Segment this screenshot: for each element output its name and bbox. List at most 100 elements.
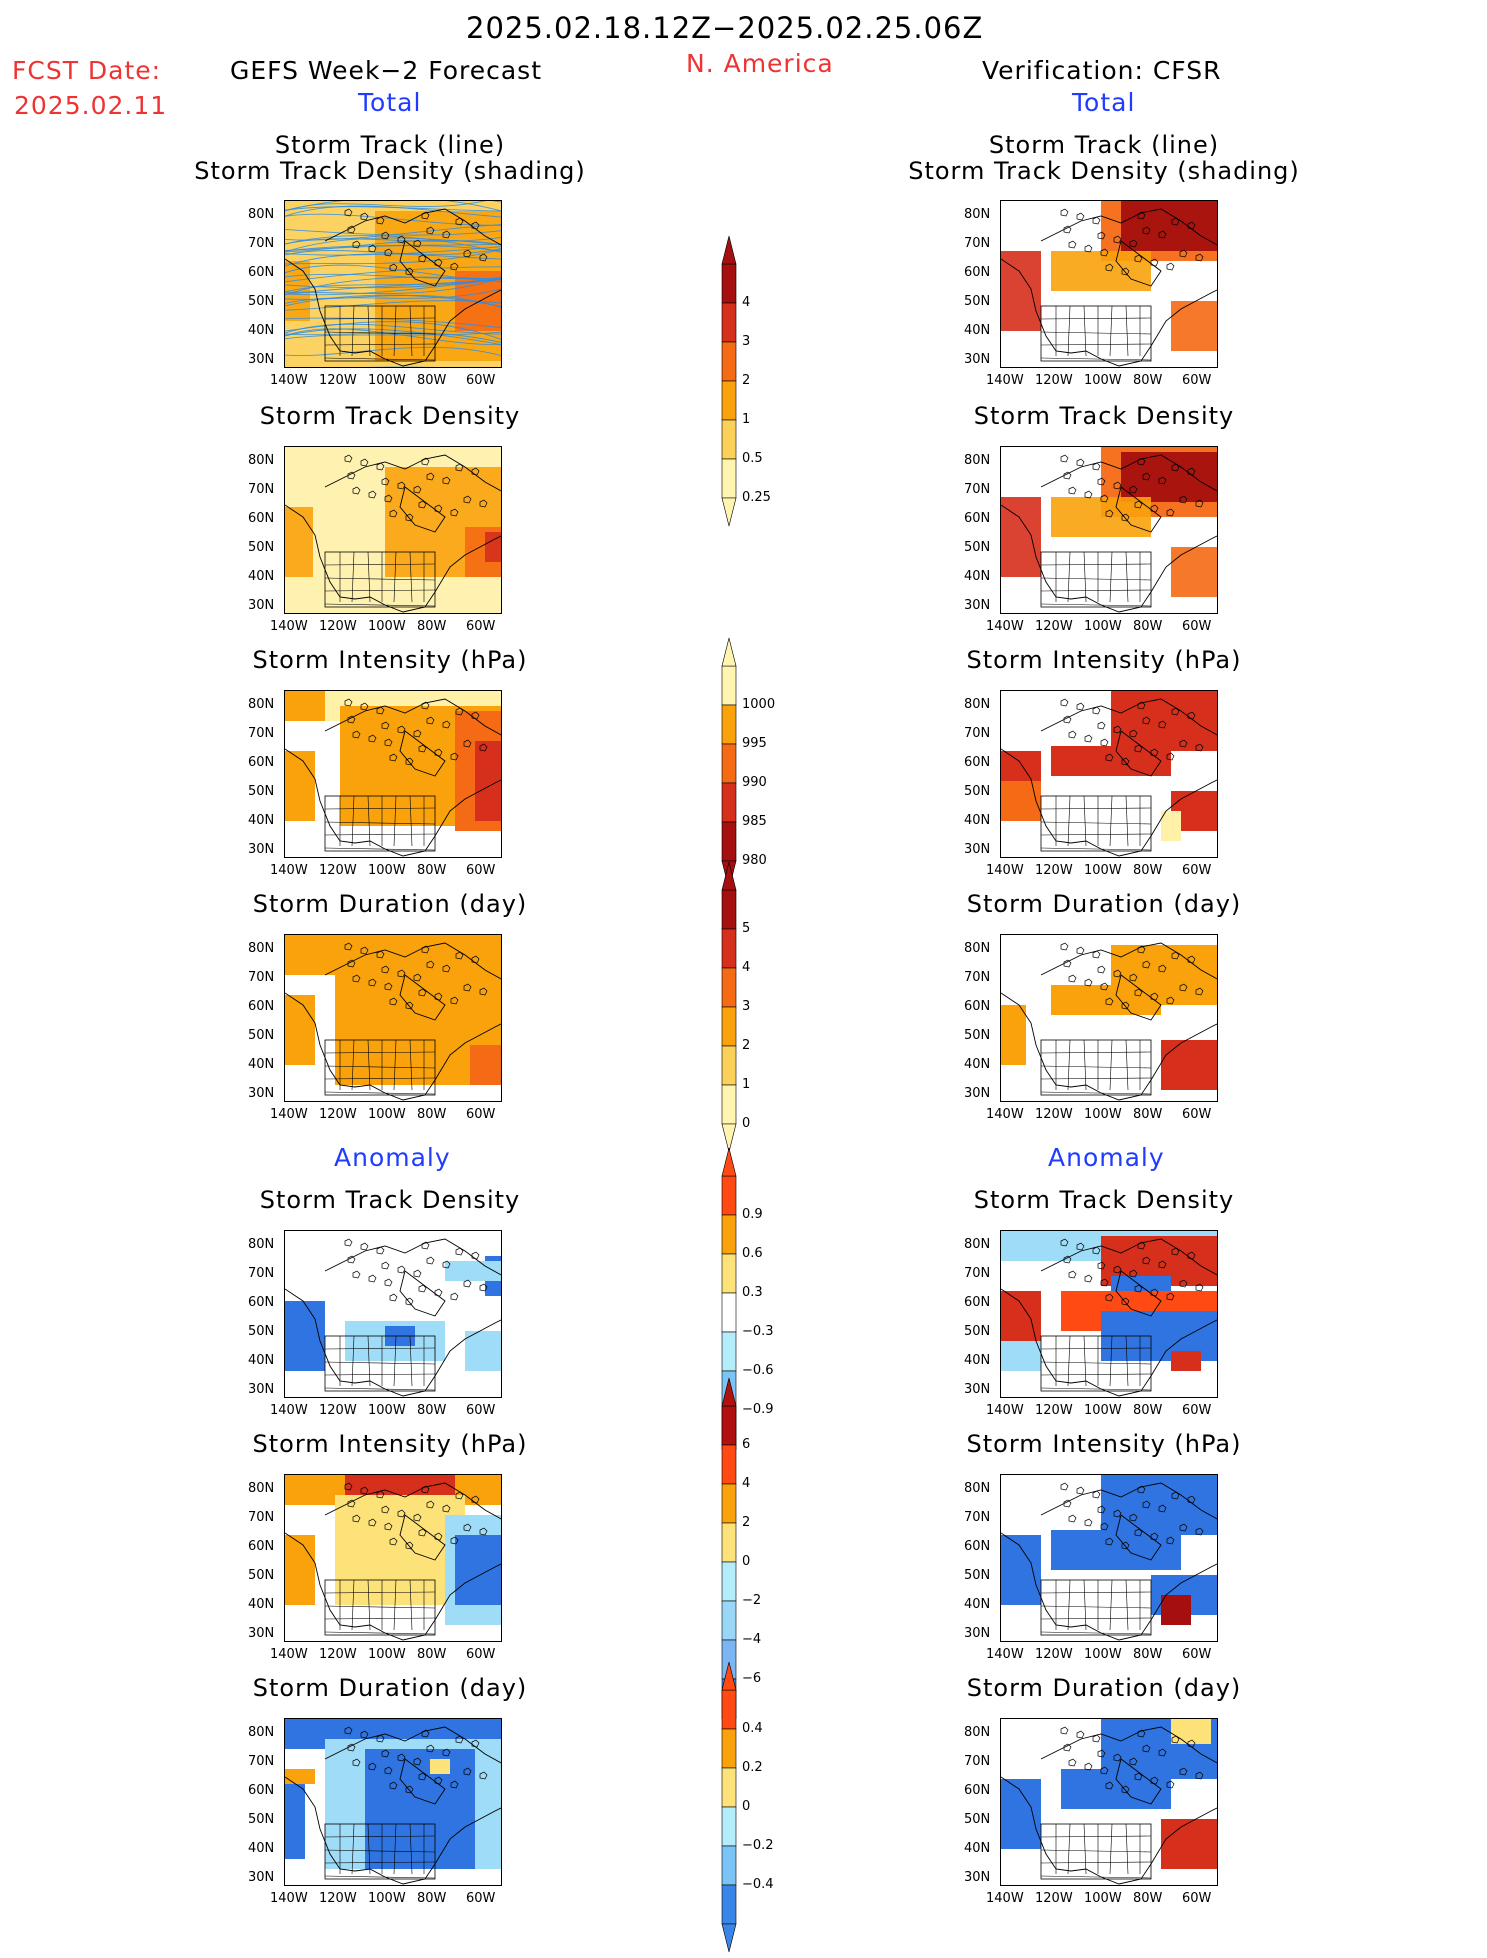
left-p3-lat-label: 80N bbox=[248, 697, 275, 712]
colorbar-segment bbox=[721, 1292, 737, 1333]
colorbar-label: −0.2 bbox=[742, 1838, 774, 1853]
colorbar-top-arrow bbox=[721, 1377, 737, 1407]
right-p2-lat-label: 40N bbox=[964, 569, 991, 584]
right-p3-lat-label: 70N bbox=[964, 726, 991, 741]
left-p4-lat-label: 30N bbox=[248, 1086, 275, 1101]
left-anomaly-label: Anomaly bbox=[334, 1143, 451, 1172]
colorbar-duration-total bbox=[718, 860, 740, 1158]
left-p1-lat-label: 50N bbox=[248, 294, 275, 309]
colorbar-segment bbox=[721, 1767, 737, 1808]
left-p2-map bbox=[284, 446, 502, 614]
colorbar-label: 2 bbox=[742, 1515, 751, 1530]
colorbar-label: 6 bbox=[742, 1437, 751, 1452]
left-p2-lon-label: 60W bbox=[466, 619, 496, 634]
right-p7-lat-label: 30N bbox=[964, 1870, 991, 1885]
right-p5-map bbox=[1000, 1230, 1218, 1398]
left-p4-map bbox=[284, 934, 502, 1102]
right-p2-lon-label: 100W bbox=[1084, 619, 1122, 634]
left-p3-lon-label: 80W bbox=[417, 863, 447, 878]
right-p3-map bbox=[1000, 690, 1218, 858]
right-p6-title: Storm Intensity (hPa) bbox=[966, 1430, 1242, 1458]
right-p2-lat-label: 80N bbox=[964, 453, 991, 468]
colorbar-label: 5 bbox=[742, 921, 751, 936]
right-p6-lat-label: 80N bbox=[964, 1481, 991, 1496]
right-p2-lon-label: 80W bbox=[1133, 619, 1163, 634]
left-p4-lon-label: 140W bbox=[270, 1107, 308, 1122]
right-p4-lat-label: 80N bbox=[964, 941, 991, 956]
left-p7-lat-label: 60N bbox=[248, 1783, 275, 1798]
left-p6-lon-label: 60W bbox=[466, 1647, 496, 1662]
colorbar-label: 4 bbox=[742, 1476, 751, 1491]
left-p6-title: Storm Intensity (hPa) bbox=[252, 1430, 528, 1458]
right-p1-lon-label: 120W bbox=[1035, 373, 1073, 388]
left-p7-lat-label: 80N bbox=[248, 1725, 275, 1740]
left-p4-lon-label: 100W bbox=[368, 1107, 406, 1122]
right-p7-lat-label: 70N bbox=[964, 1754, 991, 1769]
right-p7-lat-label: 40N bbox=[964, 1841, 991, 1856]
colorbar-top-arrow bbox=[721, 861, 737, 891]
right-p7-lat-label: 80N bbox=[964, 1725, 991, 1740]
left-p1-lat-label: 80N bbox=[248, 207, 275, 222]
right-p1-lat-label: 30N bbox=[964, 352, 991, 367]
left-p7-lat-label: 40N bbox=[248, 1841, 275, 1856]
colorbar-segment bbox=[721, 704, 737, 745]
left-p3-lat-label: 70N bbox=[248, 726, 275, 741]
colorbar-duration-anomaly bbox=[718, 1660, 740, 1958]
right-p2-title: Storm Track Density bbox=[973, 402, 1235, 430]
left-p7-lon-label: 120W bbox=[319, 1891, 357, 1906]
right-p4-lon-label: 120W bbox=[1035, 1107, 1073, 1122]
colorbar-label: 0 bbox=[742, 1554, 751, 1569]
left-p3-lon-label: 100W bbox=[368, 863, 406, 878]
left-p1-lat-label: 30N bbox=[248, 352, 275, 367]
right-p4-lat-label: 60N bbox=[964, 999, 991, 1014]
colorbar-segment bbox=[721, 1806, 737, 1847]
right-p1-lat-label: 60N bbox=[964, 265, 991, 280]
left-p3-lat-label: 50N bbox=[248, 784, 275, 799]
right-p6-lat-label: 30N bbox=[964, 1626, 991, 1641]
left-p5-lon-label: 120W bbox=[319, 1403, 357, 1418]
right-p7-map bbox=[1000, 1718, 1218, 1886]
right-p4-lat-label: 30N bbox=[964, 1086, 991, 1101]
right-p3-lon-label: 120W bbox=[1035, 863, 1073, 878]
colorbar-label: 0.4 bbox=[742, 1721, 763, 1736]
colorbar-segment bbox=[721, 1444, 737, 1485]
right-p2-lon-label: 140W bbox=[986, 619, 1024, 634]
colorbar-segment bbox=[721, 458, 737, 499]
left-p5-lon-label: 140W bbox=[270, 1403, 308, 1418]
left-p1-map bbox=[284, 200, 502, 368]
right-p2-lat-label: 50N bbox=[964, 540, 991, 555]
left-p7-lon-label: 140W bbox=[270, 1891, 308, 1906]
colorbar-segment bbox=[721, 1084, 737, 1125]
right-p7-lat-label: 60N bbox=[964, 1783, 991, 1798]
date-range-title: 2025.02.18.12Z−2025.02.25.06Z bbox=[466, 11, 984, 45]
colorbar-top-arrow bbox=[721, 235, 737, 265]
left-p6-lat-label: 30N bbox=[248, 1626, 275, 1641]
left-p1-lon-label: 80W bbox=[417, 373, 447, 388]
colorbar-label: −0.4 bbox=[742, 1877, 774, 1892]
right-p7-title: Storm Duration (day) bbox=[966, 1674, 1242, 1702]
colorbar-segment bbox=[721, 1884, 737, 1925]
left-p2-lon-label: 100W bbox=[368, 619, 406, 634]
right-p3-title: Storm Intensity (hPa) bbox=[966, 646, 1242, 674]
left-p7-lat-label: 30N bbox=[248, 1870, 275, 1885]
left-p1-title-b: Storm Track Density (shading) bbox=[194, 157, 586, 185]
colorbar-label: 0.5 bbox=[742, 451, 763, 466]
colorbar-label: 0 bbox=[742, 1799, 751, 1814]
colorbar-segment bbox=[721, 928, 737, 969]
right-p4-title: Storm Duration (day) bbox=[966, 890, 1242, 918]
colorbar-segment bbox=[721, 1045, 737, 1086]
colorbar-label: 2 bbox=[742, 373, 751, 388]
right-p5-lon-label: 120W bbox=[1035, 1403, 1073, 1418]
right-p5-lat-label: 60N bbox=[964, 1295, 991, 1310]
left-total-label: Total bbox=[358, 88, 422, 117]
right-p5-lat-label: 70N bbox=[964, 1266, 991, 1281]
right-p4-lon-label: 80W bbox=[1133, 1107, 1163, 1122]
colorbar-track-density-total bbox=[718, 234, 740, 532]
right-p5-lat-label: 80N bbox=[964, 1237, 991, 1252]
colorbar-segment bbox=[721, 263, 737, 304]
left-p2-lon-label: 80W bbox=[417, 619, 447, 634]
left-p6-lat-label: 40N bbox=[248, 1597, 275, 1612]
colorbar-label: 1000 bbox=[742, 697, 776, 712]
colorbar-segment bbox=[721, 889, 737, 930]
left-p7-lat-label: 50N bbox=[248, 1812, 275, 1827]
